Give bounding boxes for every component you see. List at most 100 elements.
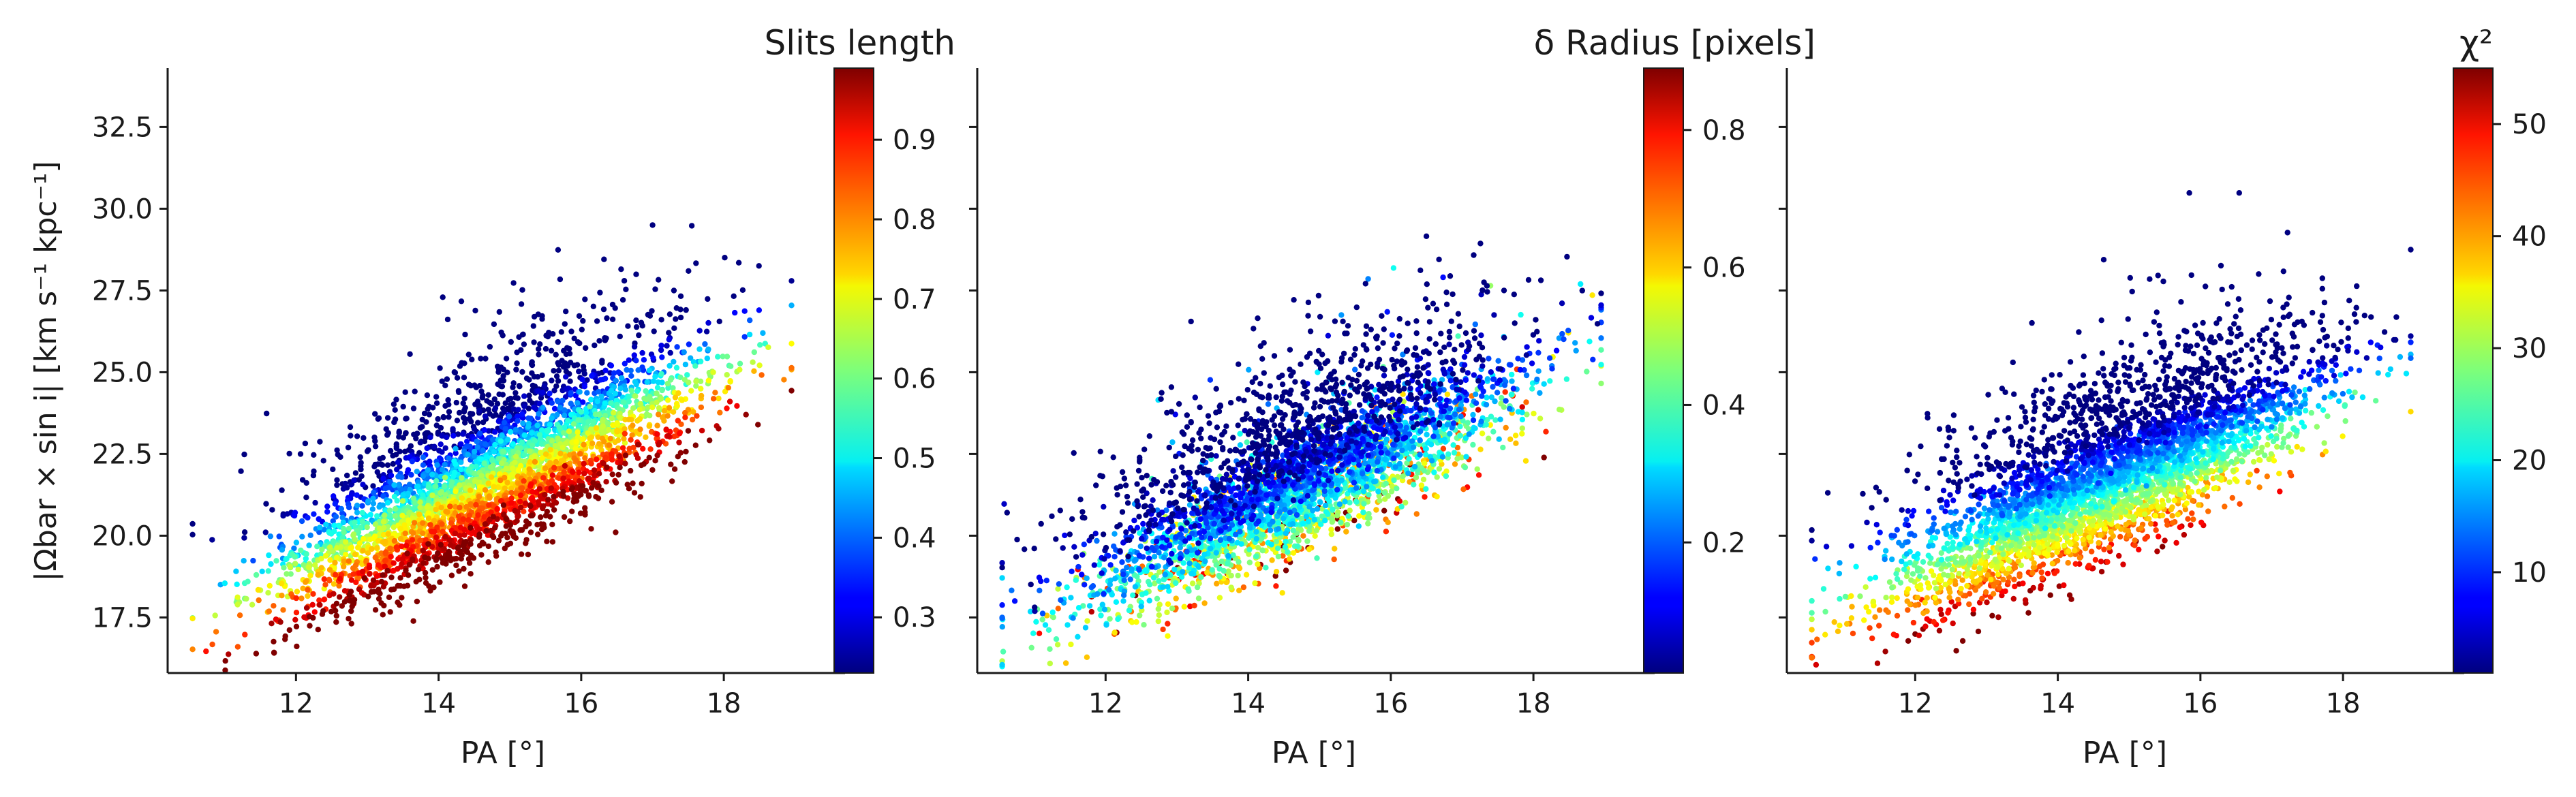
scatter-point [516,383,523,389]
scatter-point [743,411,749,418]
scatter-point [403,542,410,549]
scatter-point [390,401,397,407]
scatter-point [555,339,561,345]
scatter-point [553,383,559,390]
scatter-point [1047,646,1053,652]
scatter-point [375,416,381,422]
scatter-point [531,373,538,380]
scatter-point [380,475,386,482]
scatter-point [688,355,694,361]
scatter-point [1047,660,1054,667]
scatter-point [456,409,463,416]
scatter-point [704,355,711,362]
scatter-point [1236,587,1242,593]
scatter-point [458,466,464,473]
scatter-point [512,390,519,396]
scatter-point [453,446,459,452]
scatter-point [298,595,305,601]
scatter-point [751,368,757,374]
scatter-point [716,395,722,402]
scatter-point [1279,590,1285,596]
scatter-point [676,439,682,446]
scatter-point [342,480,348,487]
scatter-point [598,487,604,493]
scatter-point [512,394,519,401]
scatter-point [305,593,311,599]
scatter-point [333,619,339,625]
scatter-point [1194,584,1201,591]
scatter-point [588,396,594,403]
scatter-point [602,367,609,373]
scatter-point [498,533,504,539]
scatter-point [692,442,699,448]
scatter-point [598,393,604,400]
scatter-point [617,465,623,471]
scatter-point [788,388,795,394]
scatter-point [519,369,525,375]
scatter-point [614,428,620,435]
scatter-point [461,532,467,538]
colorbar-1 [833,67,874,674]
scatter-point [338,505,344,512]
scatter-point [590,303,596,309]
scatter-point [406,561,412,568]
scatter-point [563,351,570,358]
scatter-point [758,372,765,378]
scatter-point [722,255,728,261]
scatter-point [1383,480,1390,486]
scatter-point [444,316,451,323]
scatter-point [420,530,426,536]
scatter-point [479,394,485,401]
scatter-point [1584,369,1590,375]
scatter-point [311,468,317,474]
scatter-point [360,482,366,488]
scatter-point [628,467,634,474]
scatter-point [491,449,497,455]
scatter-point [359,518,366,525]
scatter-point [541,383,547,389]
scatter-point [366,571,373,577]
scatter-point [348,433,354,439]
scatter-point [217,582,224,588]
scatter-point [788,364,795,371]
scatter-point [452,530,459,537]
scatter-point [474,438,480,445]
scatter-point [683,448,689,455]
scatter-point [560,475,566,482]
scatter-point [545,428,551,435]
scatter-point [539,389,546,396]
scatter-point [265,568,271,574]
scatter-point [417,424,424,431]
scatter-point [518,551,525,557]
scatter-point [427,434,433,441]
scatter-point [510,401,516,407]
scatter-point [725,385,732,391]
scatter-point [442,445,448,451]
scatter-point [1273,538,1280,545]
scatter-point [705,346,711,352]
scatter-point [498,460,505,467]
scatter-point [358,525,364,531]
scatter-point [539,372,545,379]
scatter-point [234,594,241,600]
x-tick-label: 18 [707,688,741,719]
colorbar-tick-label: 0.9 [893,125,936,156]
scatter-point [403,416,410,422]
scatter-point [609,451,615,457]
scatter-point [422,554,428,561]
scatter-point [1165,601,1171,607]
scatter-point [577,451,583,457]
scatter-point [1055,586,1061,592]
x-axis-label-1: PA [°] [461,736,545,770]
scatter-point [529,512,536,519]
colorbar-tick-label: 0.7 [893,284,936,315]
scatter-point [427,458,433,465]
scatter-point [686,341,692,347]
scatter-point [521,393,527,399]
scatter-point [693,260,699,266]
scatter-point [249,601,256,608]
y-tick-label: 30.0 [92,193,153,225]
scatter-point [1141,622,1147,628]
scatter-point [315,627,321,633]
scatter-point [499,433,505,439]
